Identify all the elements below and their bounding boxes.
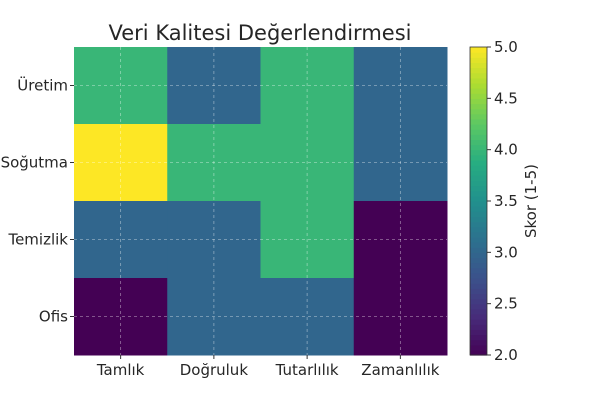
colorbar-segment — [470, 339, 487, 346]
heatmap-cell — [353, 201, 448, 279]
colorbar-segment — [470, 185, 487, 192]
y-tick-label: Ofis — [39, 308, 68, 326]
colorbar-segment — [470, 82, 487, 89]
colorbar-segment — [470, 262, 487, 269]
heatmap-cell — [260, 278, 355, 356]
heatmap-cell — [74, 47, 168, 125]
colorbar-tick-label: 4.5 — [494, 89, 518, 107]
colorbar-tick-label: 3.0 — [494, 243, 518, 261]
colorbar-segment — [470, 144, 487, 151]
colorbar-segment — [470, 221, 487, 228]
heatmap-cell — [74, 124, 168, 202]
x-tick-label: Doğruluk — [180, 361, 249, 379]
colorbar-label: Skor (1-5) — [522, 164, 540, 238]
colorbar-segment — [470, 201, 487, 207]
colorbar-tick-label: 4.0 — [494, 141, 518, 159]
colorbar-segment — [470, 52, 487, 58]
heatmap-cell — [167, 124, 261, 202]
heatmap-cell — [260, 47, 355, 125]
heatmap-cell — [260, 201, 355, 279]
colorbar-segment — [470, 288, 487, 294]
x-tick-label: Tutarlılık — [275, 361, 339, 379]
colorbar-segment — [470, 216, 487, 223]
colorbar-segment — [470, 93, 487, 99]
colorbar-segment — [470, 324, 487, 330]
colorbar-segment — [470, 293, 487, 300]
x-tick-label: Zamanlılık — [361, 361, 439, 379]
colorbar-segment — [470, 88, 487, 94]
heatmap-cell — [353, 47, 448, 125]
colorbar-segment — [470, 165, 487, 171]
colorbar-tick-label: 3.5 — [494, 192, 518, 210]
colorbar-tick-label: 2.0 — [494, 346, 518, 364]
colorbar-segment — [470, 190, 487, 197]
colorbar-segment — [470, 47, 487, 53]
colorbar-segment — [470, 170, 487, 176]
colorbar-segment — [470, 149, 487, 156]
colorbar-segment — [470, 129, 487, 135]
colorbar-segment — [470, 211, 487, 217]
colorbar-segment — [470, 344, 487, 351]
colorbar-segment — [470, 134, 487, 140]
heatmap-cell — [260, 124, 355, 202]
heatmap-cell — [167, 201, 261, 279]
colorbar-segment — [470, 180, 487, 187]
colorbar-segment — [470, 242, 487, 248]
y-tick-label: Üretim — [17, 76, 68, 95]
x-tick-label: Tamlık — [96, 361, 145, 379]
colorbar-segment — [470, 195, 487, 202]
colorbar-segment — [470, 247, 487, 253]
colorbar-segment — [470, 313, 487, 320]
colorbar-segment — [470, 252, 487, 259]
heatmap-cell — [167, 47, 261, 125]
colorbar-segment — [470, 226, 487, 233]
colorbar-segment — [470, 72, 487, 79]
colorbar-segment — [470, 298, 487, 305]
heatmap-cell — [353, 124, 448, 202]
colorbar-segment — [470, 103, 487, 110]
colorbar-segment — [470, 278, 487, 284]
colorbar-segment — [470, 272, 487, 279]
colorbar-segment — [470, 206, 487, 212]
heatmap-cell — [74, 278, 168, 356]
colorbar-segment — [470, 334, 487, 341]
chart-title: Veri Kalitesi Değerlendirmesi — [109, 21, 412, 45]
colorbar-segment — [470, 231, 487, 238]
colorbar-segment — [470, 139, 487, 146]
colorbar-segment — [470, 124, 487, 130]
colorbar-segment — [470, 98, 487, 105]
colorbar-segment — [470, 175, 487, 182]
colorbar-segment — [470, 319, 487, 325]
colorbar-segment — [470, 118, 487, 125]
y-tick-label: Soğutma — [1, 154, 68, 172]
colorbar-segment — [470, 77, 487, 84]
heatmap-cell — [167, 278, 261, 356]
colorbar-segment — [470, 62, 487, 69]
colorbar-segment — [470, 257, 487, 264]
colorbar-tick-label: 2.5 — [494, 295, 518, 313]
colorbar-segment — [470, 349, 487, 356]
heatmap-cell — [74, 201, 168, 279]
heatmap-cell — [353, 278, 448, 356]
colorbar-tick-label: 5.0 — [494, 38, 518, 56]
colorbar-segment — [470, 108, 487, 115]
colorbar-segment — [470, 159, 487, 166]
colorbar-segment — [470, 303, 487, 310]
colorbar-segment — [470, 57, 487, 63]
colorbar-segment — [470, 267, 487, 274]
colorbar-segment — [470, 236, 487, 243]
colorbar-segment — [470, 308, 487, 315]
y-tick-label: Temizlik — [7, 231, 68, 249]
colorbar-segment — [470, 113, 487, 120]
colorbar-segment — [470, 329, 487, 336]
colorbar-segment — [470, 283, 487, 289]
colorbar-segment — [470, 67, 487, 74]
colorbar-segment — [470, 154, 487, 161]
